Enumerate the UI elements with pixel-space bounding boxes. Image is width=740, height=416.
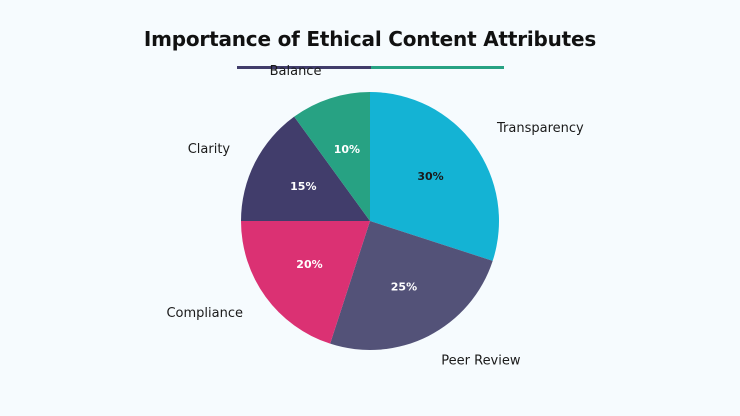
slice-value-label-transparency: 30% [417,170,443,183]
slice-category-label-peer-review: Peer Review [441,353,521,368]
slice-category-label-balance: Balance [270,64,322,79]
slice-value-label-compliance: 20% [296,258,322,271]
pie-slice-transparency [370,92,499,261]
title-underline-left [237,66,371,69]
slice-category-label-transparency: Transparency [496,121,584,136]
chart-title: Importance of Ethical Content Attributes [143,27,597,51]
title-underline-right [371,66,504,69]
pie-slice-peer-review [330,221,493,350]
slice-category-label-clarity: Clarity [188,142,231,157]
pie-slice-clarity [241,116,370,221]
slice-category-label-compliance: Compliance [166,306,243,321]
pie-slice-compliance [241,221,370,344]
pie-slice-balance [294,92,370,221]
slice-value-label-balance: 10% [334,143,360,156]
slice-value-label-peer-review: 25% [391,281,417,294]
slice-value-label-clarity: 15% [290,180,316,193]
